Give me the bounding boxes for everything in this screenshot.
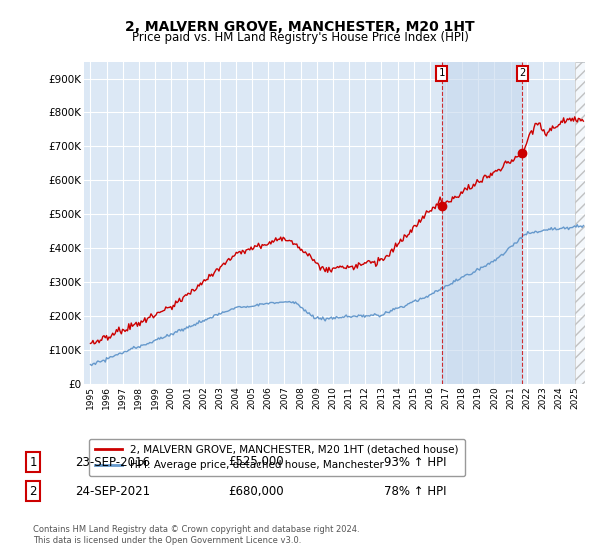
Text: 93% ↑ HPI: 93% ↑ HPI	[384, 455, 446, 469]
Bar	[575, 62, 585, 384]
Bar	[442, 62, 523, 384]
Text: 1: 1	[439, 68, 445, 78]
Text: 2: 2	[520, 68, 526, 78]
Text: 24-SEP-2021: 24-SEP-2021	[75, 484, 150, 498]
Text: 2: 2	[29, 484, 37, 498]
Text: 2, MALVERN GROVE, MANCHESTER, M20 1HT: 2, MALVERN GROVE, MANCHESTER, M20 1HT	[125, 20, 475, 34]
Text: 78% ↑ HPI: 78% ↑ HPI	[384, 484, 446, 498]
Text: Price paid vs. HM Land Registry's House Price Index (HPI): Price paid vs. HM Land Registry's House …	[131, 31, 469, 44]
Legend: 2, MALVERN GROVE, MANCHESTER, M20 1HT (detached house), HPI: Average price, deta: 2, MALVERN GROVE, MANCHESTER, M20 1HT (d…	[89, 438, 464, 477]
Text: 1: 1	[29, 455, 37, 469]
Text: £525,000: £525,000	[228, 455, 284, 469]
Text: £680,000: £680,000	[228, 484, 284, 498]
Text: Contains HM Land Registry data © Crown copyright and database right 2024.
This d: Contains HM Land Registry data © Crown c…	[33, 525, 359, 545]
Text: 23-SEP-2016: 23-SEP-2016	[75, 455, 150, 469]
